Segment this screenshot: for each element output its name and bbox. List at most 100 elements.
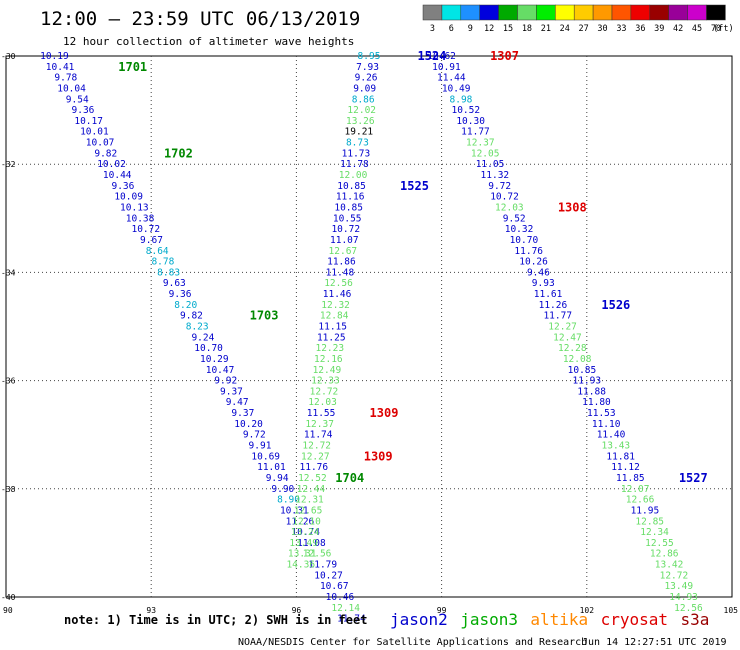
wave-height-point: 12.84: [320, 311, 349, 322]
wave-height-point: 12.55: [645, 538, 674, 549]
wave-height-point: 11.79: [309, 560, 338, 571]
wave-height-point: 13.49: [289, 538, 318, 549]
wave-height-point: 8.73: [346, 138, 369, 149]
wave-height-point: 13.43: [602, 441, 631, 452]
wave-height-point: 10.20: [234, 419, 263, 430]
wave-height-point: 10.04: [57, 83, 86, 94]
colorbar-swatch: [498, 4, 518, 21]
wave-height-point: 11.10: [592, 419, 621, 430]
wave-height-point: 12.85: [635, 516, 664, 527]
wave-height-point: 10.72: [131, 224, 160, 235]
pass-number-label: 1309: [370, 406, 399, 420]
colorbar-tick: 33: [616, 24, 626, 34]
pass-number-label: 1307: [490, 49, 519, 63]
x-tick-label: 99: [437, 606, 447, 615]
wave-height-point: 10.70: [194, 343, 223, 354]
wave-height-point: 12.03: [308, 397, 337, 408]
colorbar-swatch: [573, 4, 594, 21]
y-tick-label: -32: [1, 160, 16, 169]
wave-height-point: 9.36: [72, 105, 95, 116]
wave-height-point: 10.72: [490, 192, 519, 203]
wave-height-point: 10.09: [114, 192, 143, 203]
wave-height-point: 12.34: [640, 527, 669, 538]
wave-height-point: 8.95: [358, 51, 381, 62]
wave-height-point: 13.42: [655, 560, 684, 571]
colorbar-swatch: [611, 4, 632, 21]
wave-height-point: 10.29: [200, 354, 229, 365]
satellite-legend: jason2 jason3 altika cryosat s3a: [390, 610, 709, 629]
wave-height-point: 11.55: [307, 408, 336, 419]
wave-height-point: 11.76: [300, 462, 329, 473]
wave-height-point: 9.47: [226, 397, 249, 408]
colorbar-unit: (ft): [713, 24, 733, 34]
wave-height-point: 11.05: [476, 159, 505, 170]
wave-height-point: 9.72: [488, 181, 511, 192]
wave-height-point: 10.85: [568, 365, 597, 376]
wave-height-point: 9.82: [94, 148, 117, 159]
wave-height-point: 11.25: [317, 332, 346, 343]
wave-height-point: 14.93: [669, 592, 698, 603]
colorbar-swatch: [668, 4, 688, 21]
colorbar-tick: 15: [503, 24, 513, 34]
wave-height-point: 10.85: [334, 202, 363, 213]
legend-entry-cryosat: cryosat: [601, 610, 668, 629]
wave-height-point: 11.12: [611, 462, 640, 473]
wave-height-point: 10.26: [519, 257, 548, 268]
wave-height-point: 10.62: [427, 51, 456, 62]
colorbar-tick: 42: [673, 24, 683, 34]
wave-height-point: 12.28: [558, 343, 587, 354]
grid-lines: [6, 56, 732, 597]
wave-height-point: 12.31: [295, 495, 324, 506]
wave-height-point: 10.31: [280, 505, 309, 516]
wave-height-point: 10.47: [206, 365, 235, 376]
wave-height-point: 11.15: [318, 322, 347, 333]
colorbar-swatch: [441, 4, 462, 21]
wave-height-point: 12.10: [292, 516, 321, 527]
timestamp: Jun 14 12:27:51 UTC 2019: [582, 637, 727, 648]
wave-height-point: 12.16: [314, 354, 343, 365]
plot-frame: [5, 55, 733, 598]
wave-height-point: 13.26: [346, 116, 375, 127]
wave-height-point: 12.49: [313, 365, 342, 376]
wave-height-point: 8.78: [151, 257, 174, 268]
wave-height-point: 10.01: [80, 127, 109, 138]
colorbar-tick: 36: [635, 24, 645, 34]
pass-number-label: 1704: [335, 471, 364, 485]
wave-height-point: 9.54: [66, 94, 89, 105]
colorbar-tick: 24: [560, 24, 570, 34]
wave-height-point: 10.32: [505, 224, 534, 235]
wave-height-point: 12.86: [650, 549, 679, 560]
wave-height-point: 8.98: [450, 94, 473, 105]
wave-height-point: 19.21: [345, 127, 374, 138]
wave-height-point: 9.91: [249, 441, 272, 452]
wave-height-point: 11.46: [323, 289, 352, 300]
wave-height-point: 7.93: [356, 62, 379, 73]
wave-height-point: 9.93: [532, 278, 555, 289]
pass-number-label: 1702: [164, 146, 193, 160]
pass-number-label: 1526: [601, 298, 630, 312]
colorbar-swatch: [630, 4, 651, 21]
wave-height-point: 11.95: [631, 505, 660, 516]
wave-height-point: 12.72: [302, 441, 331, 452]
wave-height-point: 10.91: [432, 62, 461, 73]
wave-height-point: 11.76: [514, 246, 543, 257]
wave-height-point: 12.72: [310, 386, 339, 397]
wave-height-point: 12.02: [347, 105, 376, 116]
colorbar-tick: 45: [692, 24, 702, 34]
legend-entry-jason3: jason3: [460, 610, 518, 629]
colorbar-tick: 12: [484, 24, 494, 34]
wave-height-point: 11.80: [582, 397, 611, 408]
colorbar-swatch: [555, 4, 575, 21]
wave-height-point: 11.44: [437, 73, 466, 84]
wave-height-point: 11.81: [606, 451, 635, 462]
wave-height-point: 10.85: [337, 181, 366, 192]
legend-entry-jason2: jason2: [390, 610, 448, 629]
wave-height-point: 12.00: [339, 170, 368, 181]
colorbar-swatch: [706, 4, 726, 21]
x-tick-label: 90: [3, 606, 13, 615]
colorbar-tick: 39: [654, 24, 664, 34]
chart-subtitle: 12 hour collection of altimeter wave hei…: [63, 35, 354, 48]
y-tick-label: -40: [1, 593, 16, 602]
wave-height-point: 9.26: [355, 73, 378, 84]
data-points: 10.1910.419.7810.049.549.3610.1710.0110.…: [40, 51, 703, 625]
